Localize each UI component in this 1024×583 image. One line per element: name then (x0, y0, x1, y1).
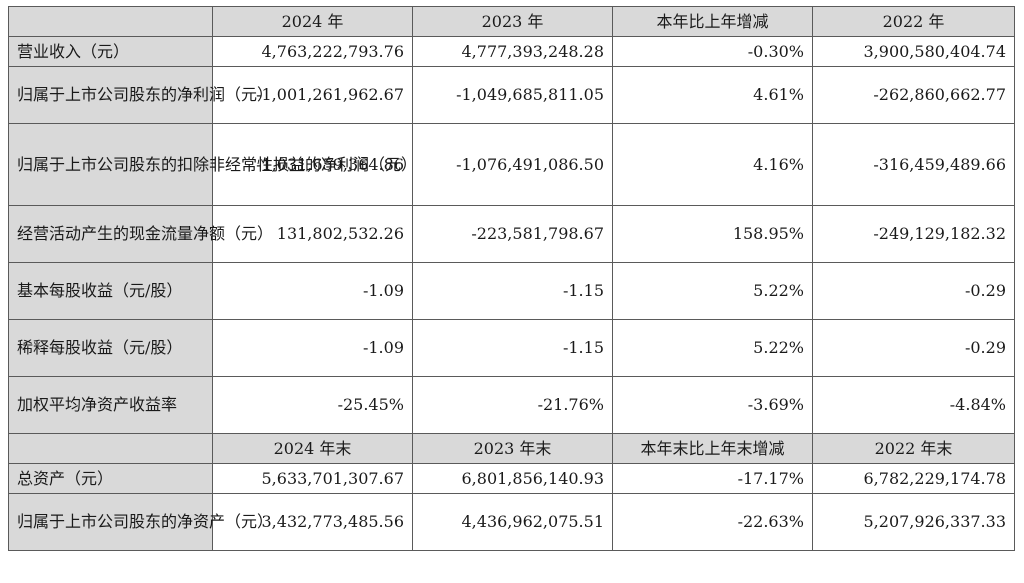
table-row: 加权平均净资产收益率 -25.45% -21.76% -3.69% -4.84% (8, 376, 1015, 434)
cell-value: 4,436,962,075.51 (412, 493, 613, 551)
cell-value: 5,207,926,337.33 (812, 493, 1015, 551)
cell-value: -4.84% (812, 376, 1015, 434)
header-row: 2024 年末 2023 年末 本年末比上年末增减 2022 年末 (8, 433, 1015, 464)
cell-value: -1.09 (212, 262, 413, 320)
col-header-2024: 2024 年 (212, 6, 413, 37)
cell-value: -0.30% (612, 36, 813, 67)
cell-value: -249,129,182.32 (812, 205, 1015, 263)
row-label-net-profit-excl-nonrecurring: 归属于上市公司股东的扣除非经常性损益的净利润（元） (8, 123, 417, 206)
header-corner (8, 433, 213, 464)
cell-value: -22.63% (612, 493, 813, 551)
cell-value: 158.95% (612, 205, 813, 263)
table-row: 经营活动产生的现金流量净额（元） 131,802,532.26 -223,581… (8, 205, 1015, 263)
cell-value: 5,633,701,307.67 (212, 463, 413, 494)
cell-value: -0.29 (812, 319, 1015, 377)
row-label-operating-cash-flow: 经营活动产生的现金流量净额（元） (8, 205, 273, 263)
cell-value: 3,900,580,404.74 (812, 36, 1015, 67)
cell-value: 6,801,856,140.93 (412, 463, 613, 494)
cell-value: -262,860,662.77 (812, 66, 1015, 124)
cell-value: 4,763,222,793.76 (212, 36, 413, 67)
col-header-2023-end: 2023 年末 (412, 433, 613, 464)
cell-value: -223,581,798.67 (412, 205, 613, 263)
cell-value: 4,777,393,248.28 (412, 36, 613, 67)
cell-value: -1.15 (412, 262, 613, 320)
cell-value: -3.69% (612, 376, 813, 434)
row-label-weighted-roe: 加权平均净资产收益率 (8, 376, 213, 434)
cell-value: -1.09 (212, 319, 413, 377)
table-row: 营业收入（元） 4,763,222,793.76 4,777,393,248.2… (8, 36, 1015, 67)
table-row: 稀释每股收益（元/股） -1.09 -1.15 5.22% -0.29 (8, 319, 1015, 377)
cell-value: 3,432,773,485.56 (212, 493, 413, 551)
financial-summary-table: 2024 年 2023 年 本年比上年增减 2022 年 营业收入（元） 4,7… (8, 6, 1015, 551)
col-header-change: 本年比上年增减 (612, 6, 813, 37)
table-row: 总资产（元） 5,633,701,307.67 6,801,856,140.93… (8, 463, 1015, 494)
row-label-basic-eps: 基本每股收益（元/股） (8, 262, 213, 320)
col-header-end-change: 本年末比上年末增减 (612, 433, 813, 464)
cell-value: 5.22% (612, 262, 813, 320)
header-row: 2024 年 2023 年 本年比上年增减 2022 年 (8, 6, 1015, 37)
cell-value: -0.29 (812, 262, 1015, 320)
cell-value: 4.61% (612, 66, 813, 124)
cell-value: 4.16% (612, 123, 813, 206)
cell-value: -21.76% (412, 376, 613, 434)
header-corner (8, 6, 213, 37)
row-label-total-assets: 总资产（元） (8, 463, 213, 494)
row-label-net-profit: 归属于上市公司股东的净利润（元） (8, 66, 273, 124)
col-header-2022-end: 2022 年末 (812, 433, 1015, 464)
cell-value: -1,031,659,364.86 (212, 123, 413, 206)
row-label-revenue: 营业收入（元） (8, 36, 213, 67)
cell-value: 6,782,229,174.78 (812, 463, 1015, 494)
cell-value: -1,076,491,086.50 (412, 123, 613, 206)
cell-value: -17.17% (612, 463, 813, 494)
table-row: 归属于上市公司股东的净资产（元） 3,432,773,485.56 4,436,… (8, 493, 1015, 551)
col-header-2022: 2022 年 (812, 6, 1015, 37)
col-header-2023: 2023 年 (412, 6, 613, 37)
col-header-2024-end: 2024 年末 (212, 433, 413, 464)
table-row: 归属于上市公司股东的扣除非经常性损益的净利润（元） -1,031,659,364… (8, 123, 1015, 206)
row-label-net-assets: 归属于上市公司股东的净资产（元） (8, 493, 273, 551)
cell-value: -1,001,261,962.67 (212, 66, 413, 124)
row-label-diluted-eps: 稀释每股收益（元/股） (8, 319, 213, 377)
table-row: 归属于上市公司股东的净利润（元） -1,001,261,962.67 -1,04… (8, 66, 1015, 124)
cell-value: -316,459,489.66 (812, 123, 1015, 206)
cell-value: -1,049,685,811.05 (412, 66, 613, 124)
cell-value: 5.22% (612, 319, 813, 377)
cell-value: -1.15 (412, 319, 613, 377)
table-row: 基本每股收益（元/股） -1.09 -1.15 5.22% -0.29 (8, 262, 1015, 320)
cell-value: -25.45% (212, 376, 413, 434)
